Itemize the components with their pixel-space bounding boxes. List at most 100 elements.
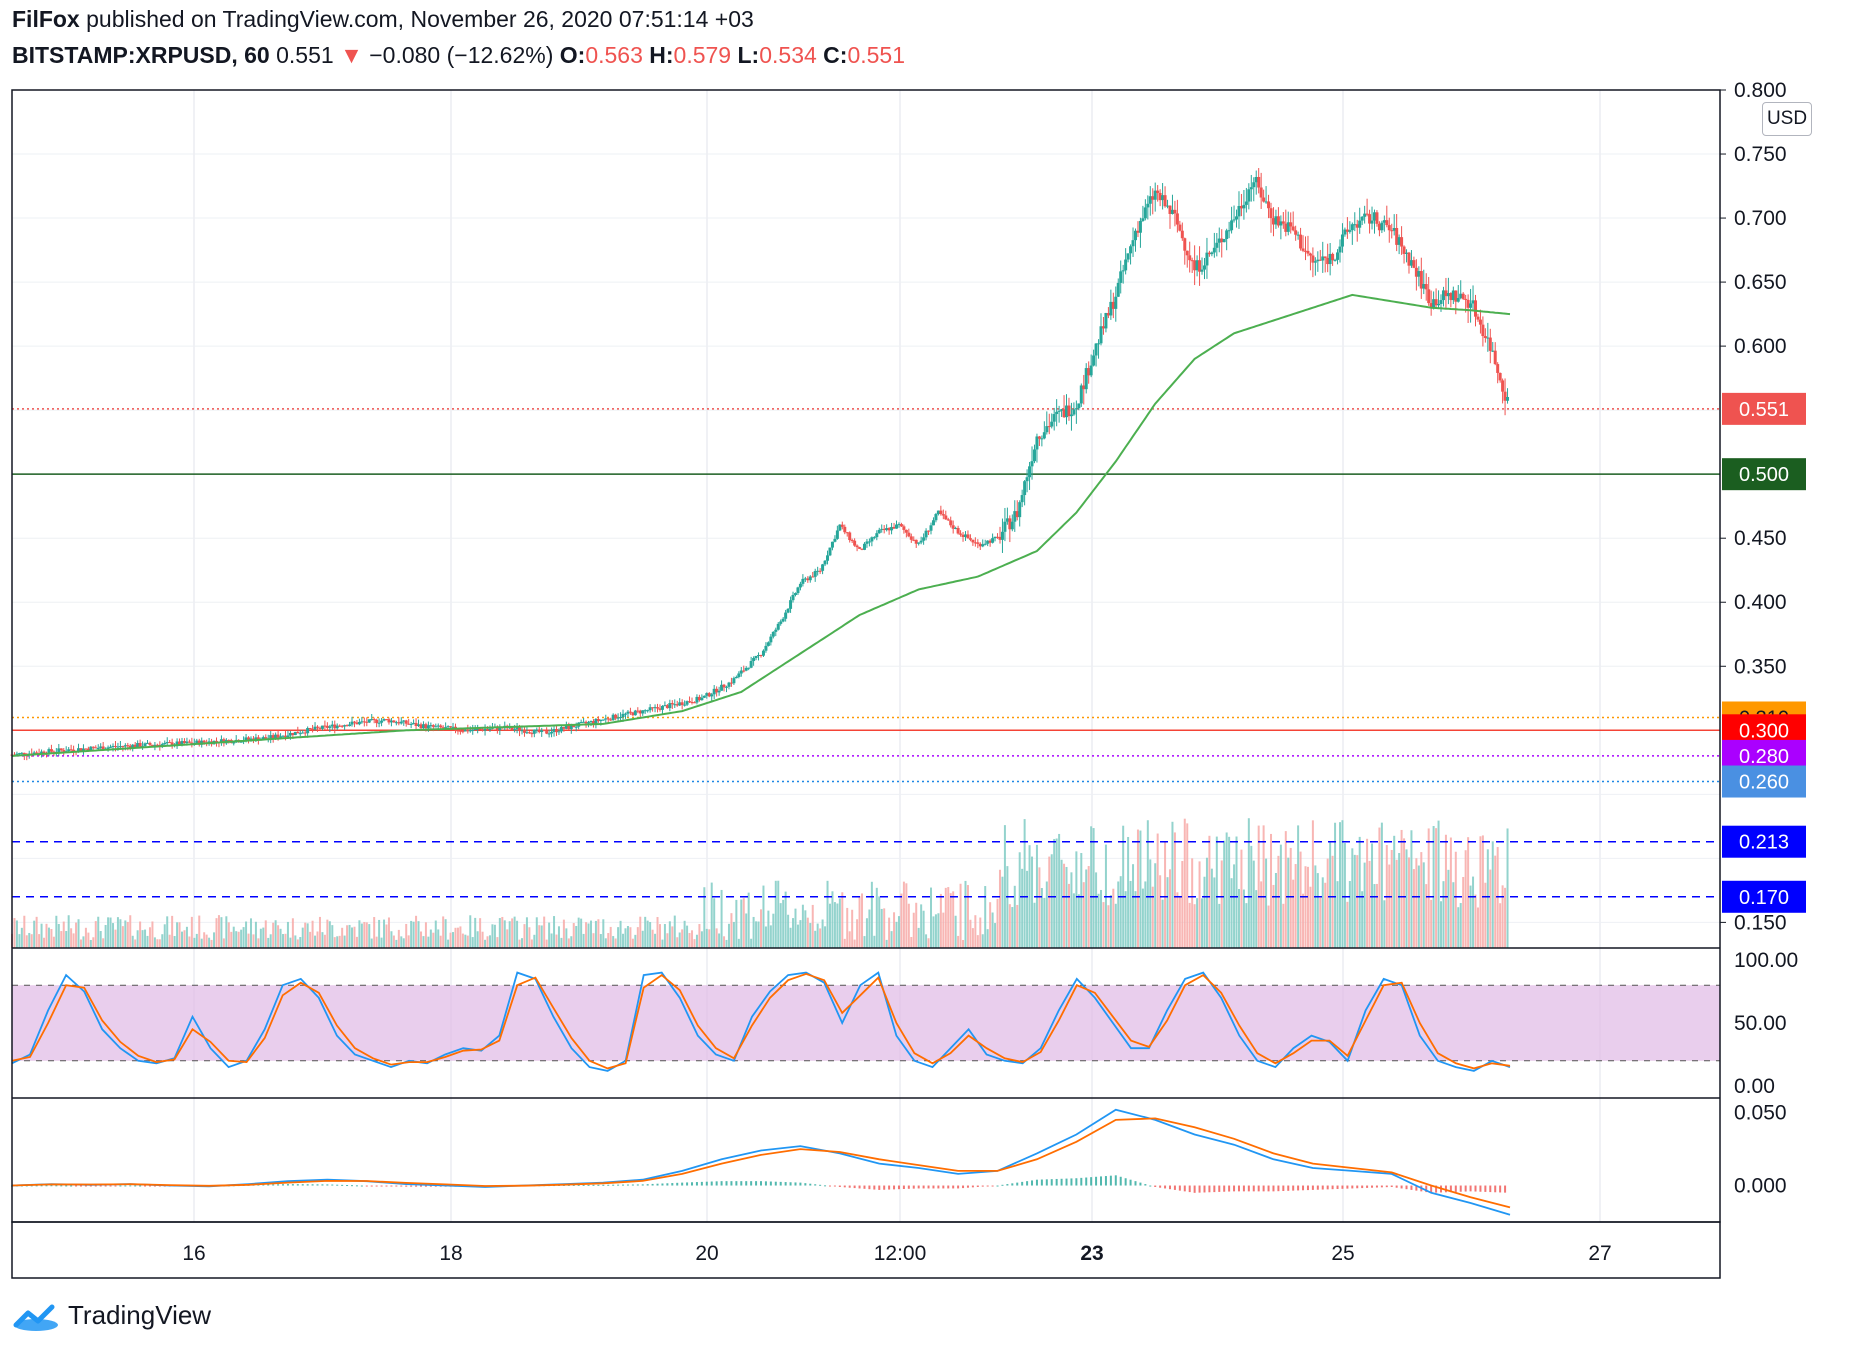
candle-body: [636, 710, 640, 712]
candle-body: [757, 655, 761, 657]
macd-histogram-bar: [592, 1184, 595, 1186]
macd-histogram-bar: [626, 1184, 629, 1186]
candle-body: [658, 708, 662, 710]
volume-bar: [639, 916, 642, 948]
volume-bar: [328, 921, 331, 948]
volume-bar: [178, 922, 181, 948]
macd-histogram-bar: [784, 1182, 787, 1186]
volume-bar: [843, 938, 846, 948]
volume-bar: [195, 933, 198, 948]
macd-histogram-bar: [351, 1185, 354, 1187]
candle-body: [1345, 229, 1349, 232]
candle-body: [589, 721, 593, 723]
candle-body: [1134, 230, 1137, 241]
signal-line: [11, 1117, 1511, 1209]
candle-body: [988, 540, 992, 543]
macd-histogram-bar: [1050, 1179, 1053, 1186]
candle-body: [936, 510, 940, 515]
volume-bar: [488, 935, 491, 948]
candle-body: [867, 541, 871, 543]
candle-body: [1249, 187, 1253, 190]
volume-bar: [126, 921, 129, 948]
volume-bar: [723, 936, 726, 948]
candle-body: [271, 735, 275, 739]
volume-bar: [358, 920, 361, 948]
macd-histogram-bar: [853, 1185, 856, 1189]
candle-body: [1368, 214, 1372, 224]
candle-body: [1496, 364, 1500, 373]
candle-body: [897, 524, 901, 526]
tradingview-logo[interactable]: TradingView: [12, 1300, 211, 1331]
volume-bar: [461, 933, 464, 948]
candle-body: [431, 725, 435, 727]
candle-body: [902, 526, 906, 530]
macd-histogram-bar: [370, 1185, 373, 1187]
volume-bar: [1117, 881, 1120, 948]
volume-bar: [491, 924, 494, 948]
candle-body: [101, 746, 105, 750]
volume-bar: [407, 935, 410, 948]
volume-bar: [282, 934, 285, 948]
macd-histogram-bar: [1154, 1185, 1157, 1187]
volume-bar: [392, 935, 395, 948]
candle-body: [781, 618, 785, 622]
volume-bar: [1033, 902, 1036, 948]
candle-body: [377, 722, 381, 724]
volume-bar: [718, 933, 721, 948]
candle-body: [495, 726, 499, 731]
symbol-name[interactable]: BITSTAMP:XRPUSD, 60: [12, 42, 270, 68]
candle-body: [96, 747, 100, 749]
candle-body: [483, 728, 487, 731]
macd-histogram-bar: [316, 1184, 319, 1186]
currency-badge[interactable]: USD: [1762, 102, 1812, 136]
volume-bar: [525, 917, 528, 948]
volume-bar: [888, 917, 891, 948]
macd-histogram-bar: [1164, 1185, 1167, 1189]
volume-bar: [1149, 859, 1152, 948]
time-axis[interactable]: 16 18 20 12:00 23 25 27: [182, 1242, 1611, 1265]
macd-histogram-bar: [1134, 1181, 1137, 1186]
candle-body: [190, 742, 194, 744]
volume-bar: [658, 924, 661, 948]
macd-histogram-bar: [991, 1185, 994, 1187]
volume-bar: [1311, 820, 1314, 948]
volume-bar: [636, 927, 639, 948]
macd-histogram-bar: [1326, 1185, 1329, 1190]
volume-bar: [269, 934, 272, 948]
candle-body: [1380, 222, 1384, 231]
volume-bar: [94, 921, 97, 948]
candle-body: [1429, 303, 1433, 308]
volume-bar: [153, 937, 156, 948]
volume-bar: [20, 927, 23, 948]
candle-body: [1079, 385, 1083, 404]
horizontal-levels[interactable]: [12, 408, 1720, 898]
candles: [10, 168, 1510, 761]
candle-body: [328, 726, 332, 728]
macd-histogram-bar: [666, 1183, 669, 1186]
volume-bar: [703, 887, 706, 948]
candle-body: [633, 710, 637, 716]
macd-histogram-bar: [912, 1185, 915, 1189]
candle-body: [1506, 396, 1510, 401]
macd-tick-label: 0.050: [1734, 1102, 1787, 1125]
volume-bar: [326, 919, 329, 948]
candle-body: [1126, 253, 1130, 260]
price-axis[interactable]: 0.150 0.350 0.400 0.450 0.600 0.650 0.700 0.750…: [1720, 79, 1798, 1198]
candle-body: [382, 719, 386, 721]
volume-bar: [794, 908, 797, 948]
volume-bar: [67, 915, 70, 948]
candle-body: [1082, 385, 1086, 390]
volume-bar: [1070, 872, 1073, 948]
volume-bar: [555, 934, 558, 948]
volume-bar: [971, 928, 974, 948]
macd-histogram-bar: [1302, 1185, 1305, 1191]
volume-bar: [932, 916, 935, 948]
macd-histogram-bar: [1119, 1176, 1122, 1186]
volume-bar: [641, 930, 644, 948]
volume-bar: [247, 933, 250, 948]
candle-body: [944, 515, 948, 520]
candle-body: [707, 693, 711, 697]
candle-body: [1013, 511, 1017, 522]
volume-bar: [380, 937, 383, 948]
